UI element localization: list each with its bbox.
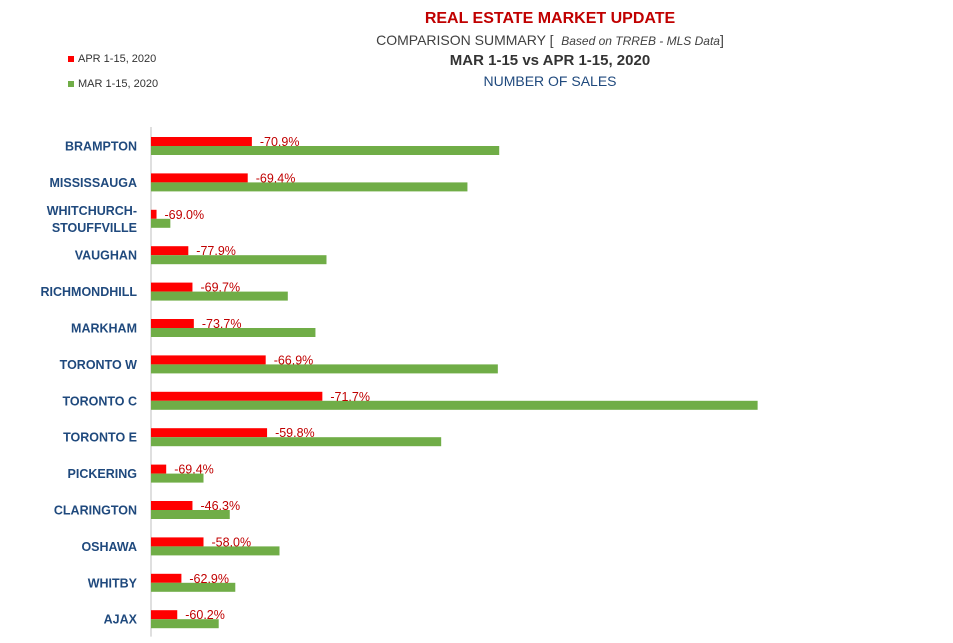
data-label-apr: -69.7% — [200, 281, 240, 295]
category-label-line: MARKHAM — [71, 322, 137, 336]
category-label-line: OSHAWA — [81, 540, 137, 554]
category-label-line: TORONTO E — [63, 431, 137, 445]
category-label: VAUGHAN — [75, 249, 137, 263]
bar-apr — [151, 355, 266, 365]
category-label: OSHAWA — [81, 540, 137, 554]
bar-apr — [151, 537, 204, 547]
category-label-line: WHITCHURCH- — [47, 204, 137, 218]
subtitle-suffix: ] — [719, 32, 724, 48]
bar-apr — [151, 391, 323, 401]
bar-apr — [151, 137, 252, 146]
subtitle-italic: Based on TRREB - MLS Data — [561, 34, 720, 48]
bar-apr — [151, 246, 189, 256]
data-label-apr: -71.7% — [330, 390, 370, 404]
category-label: PICKERING — [68, 467, 137, 481]
bar-apr — [151, 501, 193, 510]
chart-subtitle-2: MAR 1-15 vs APR 1-15, 2020 — [449, 52, 651, 69]
legend-swatch-apr — [68, 55, 74, 62]
subtitle-prefix: COMPARISON SUMMARY [ — [376, 32, 554, 48]
category-label: RICHMONDHILL — [40, 285, 137, 299]
category-label-line: VAUGHAN — [75, 249, 137, 263]
category-label: AJAX — [104, 613, 138, 627]
data-label-apr: -69.4% — [174, 463, 214, 477]
chart-subtitle-3: NUMBER OF SALES — [483, 73, 617, 89]
bar-apr — [151, 464, 167, 474]
legend-item-mar: MAR 1-15, 2020 — [68, 71, 158, 96]
bar-apr — [151, 428, 268, 438]
data-label-apr: -46.3% — [200, 499, 240, 513]
category-label: TORONTO E — [63, 431, 137, 445]
data-label-apr: -69.0% — [165, 208, 205, 222]
chart-subtitle: COMPARISON SUMMARY [ Based on TRREB - ML… — [300, 30, 800, 51]
bar-mar — [151, 364, 498, 374]
data-label-apr: -66.9% — [274, 353, 314, 367]
bar-mar — [151, 473, 204, 483]
bar-apr — [151, 610, 178, 620]
bar-mar — [151, 582, 236, 592]
category-label-line: WHITBY — [88, 576, 138, 590]
category-label: TORONTO W — [60, 358, 138, 372]
category-label: BRAMPTON — [65, 140, 137, 154]
category-label-line: BRAMPTON — [65, 140, 137, 154]
bar-mar — [151, 218, 171, 228]
category-label: TORONTO C — [62, 394, 137, 408]
bar-mar — [151, 328, 316, 337]
data-label-apr: -62.9% — [189, 572, 229, 586]
bar-apr — [151, 573, 182, 583]
bar-mar — [151, 546, 280, 556]
legend-item-apr: APR 1-15, 2020 — [68, 46, 158, 71]
category-label-line: PICKERING — [68, 467, 137, 481]
category-label: WHITCHURCH- STOUFFVILLE — [47, 204, 137, 235]
bar-mar — [151, 510, 230, 519]
data-label-apr: -69.4% — [256, 171, 296, 185]
category-label-line: MISSISSAUGA — [49, 176, 137, 190]
bar-mar — [151, 619, 219, 629]
category-label: WHITBY — [88, 576, 138, 590]
bar-mar — [151, 255, 327, 265]
data-label-apr: -73.7% — [202, 317, 242, 331]
bar-apr — [151, 282, 193, 292]
legend: APR 1-15, 2020 MAR 1-15, 2020 — [68, 46, 158, 96]
legend-label-apr: APR 1-15, 2020 — [78, 52, 157, 65]
bar-mar — [151, 182, 468, 192]
category-label-line: TORONTO W — [60, 358, 138, 372]
category-label-line: STOUFFVILLE — [52, 221, 137, 235]
bar-mar — [151, 146, 500, 155]
data-label-apr: -60.2% — [185, 608, 225, 622]
chart-title: REAL ESTATE MARKET UPDATE — [424, 10, 676, 27]
category-label: MARKHAM — [71, 322, 137, 336]
data-label-apr: -59.8% — [275, 426, 315, 440]
category-label-line: TORONTO C — [62, 394, 137, 408]
category-label-line: RICHMONDHILL — [40, 285, 137, 299]
bar-mar — [151, 437, 442, 447]
chart-title-block: REAL ESTATE MARKET UPDATE COMPARISON SUM… — [300, 8, 800, 91]
bar-mar — [151, 400, 758, 410]
bar-apr — [151, 209, 157, 219]
data-label-apr: -70.9% — [260, 135, 300, 149]
category-label: CLARINGTON — [54, 504, 137, 518]
bar-apr — [151, 173, 248, 183]
bar-mar — [151, 291, 288, 301]
legend-swatch-mar — [68, 80, 74, 87]
legend-label-mar: MAR 1-15, 2020 — [78, 77, 159, 90]
category-label: MISSISSAUGA — [49, 176, 137, 190]
data-label-apr: -77.9% — [196, 244, 236, 258]
data-label-apr: -58.0% — [212, 535, 252, 549]
bar-apr — [151, 319, 194, 328]
category-label-line: AJAX — [104, 613, 138, 627]
category-label-line: CLARINGTON — [54, 504, 137, 518]
